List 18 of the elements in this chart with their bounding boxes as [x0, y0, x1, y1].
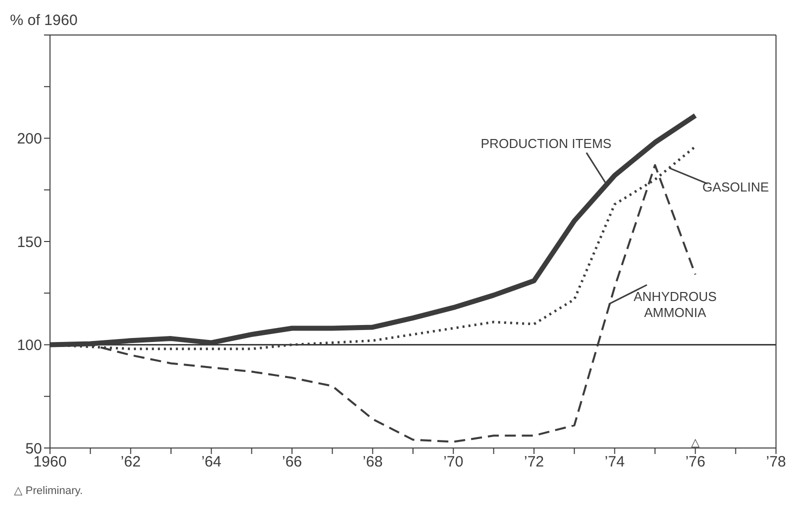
x-tick-label: ’66: [282, 454, 302, 471]
y-tick-label: 150: [16, 234, 42, 251]
x-tick-label: ’74: [604, 454, 625, 471]
text: △ Preliminary.: [14, 484, 84, 497]
text: GASOLINE: [702, 180, 770, 195]
x-tick-label: ’70: [443, 454, 464, 471]
y-tick-label: 100: [16, 337, 42, 354]
x-tick-label: ’76: [685, 454, 706, 471]
series-label: ANHYDROUS AMMONIA: [634, 288, 718, 320]
y-axis-title: % of 1960: [10, 12, 78, 29]
annotation: △: [691, 437, 700, 449]
series-label: PRODUCTION ITEMS: [480, 136, 612, 152]
x-tick-label: ’78: [766, 454, 786, 471]
x-tick-label: ’72: [524, 454, 544, 471]
x-tick-label: ’64: [201, 454, 222, 471]
y-tick-label: 200: [16, 130, 42, 148]
x-tick-label: ’68: [362, 454, 383, 471]
x-tick-label: ’62: [120, 454, 141, 471]
